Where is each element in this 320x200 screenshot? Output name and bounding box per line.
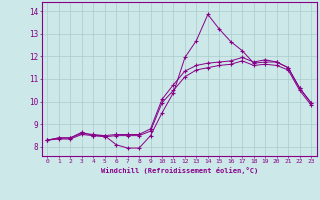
X-axis label: Windchill (Refroidissement éolien,°C): Windchill (Refroidissement éolien,°C)	[100, 167, 258, 174]
